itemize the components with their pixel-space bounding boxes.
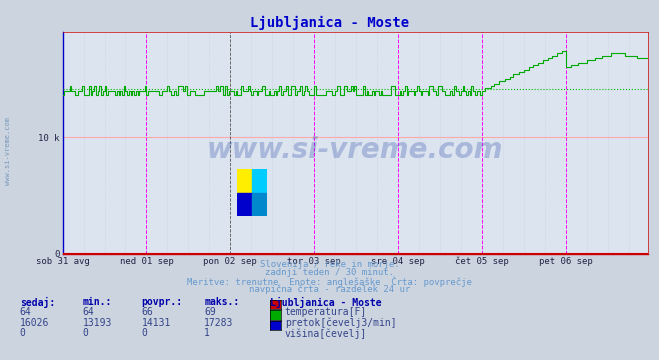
Text: 64: 64: [20, 307, 32, 317]
Text: 0: 0: [20, 328, 26, 338]
Text: Ljubljanica - Moste: Ljubljanica - Moste: [250, 16, 409, 30]
Text: maks.:: maks.:: [204, 297, 239, 307]
Text: 13193: 13193: [82, 318, 112, 328]
Text: 14131: 14131: [142, 318, 171, 328]
Text: 69: 69: [204, 307, 216, 317]
Bar: [252, 169, 267, 193]
Text: 0: 0: [82, 328, 88, 338]
Bar: [237, 169, 252, 193]
Text: min.:: min.:: [82, 297, 112, 307]
Text: 1: 1: [204, 328, 210, 338]
Text: Meritve: trenutne  Enote: anglešaške  Črta: povprečje: Meritve: trenutne Enote: anglešaške Črta…: [187, 276, 472, 287]
Text: www.si-vreme.com: www.si-vreme.com: [5, 117, 11, 185]
Text: sedaj:: sedaj:: [20, 297, 55, 308]
Text: navpična črta - razdelek 24 ur: navpična črta - razdelek 24 ur: [249, 285, 410, 294]
Text: temperatura[F]: temperatura[F]: [285, 307, 367, 317]
Text: pretok[čevelj3/min]: pretok[čevelj3/min]: [285, 318, 396, 328]
Text: višina[čevelj]: višina[čevelj]: [285, 328, 367, 339]
Text: 64: 64: [82, 307, 94, 317]
Text: povpr.:: povpr.:: [142, 297, 183, 307]
Text: zadnji teden / 30 minut.: zadnji teden / 30 minut.: [265, 268, 394, 277]
Text: Ljubljanica - Moste: Ljubljanica - Moste: [270, 297, 382, 308]
Text: 16026: 16026: [20, 318, 49, 328]
Text: 66: 66: [142, 307, 154, 317]
Bar: [252, 193, 267, 216]
Text: www.si-vreme.com: www.si-vreme.com: [207, 136, 503, 164]
Text: 17283: 17283: [204, 318, 234, 328]
Bar: [237, 193, 252, 216]
Text: Slovenija / reke in morje.: Slovenija / reke in morje.: [260, 260, 399, 269]
Text: 0: 0: [142, 328, 148, 338]
